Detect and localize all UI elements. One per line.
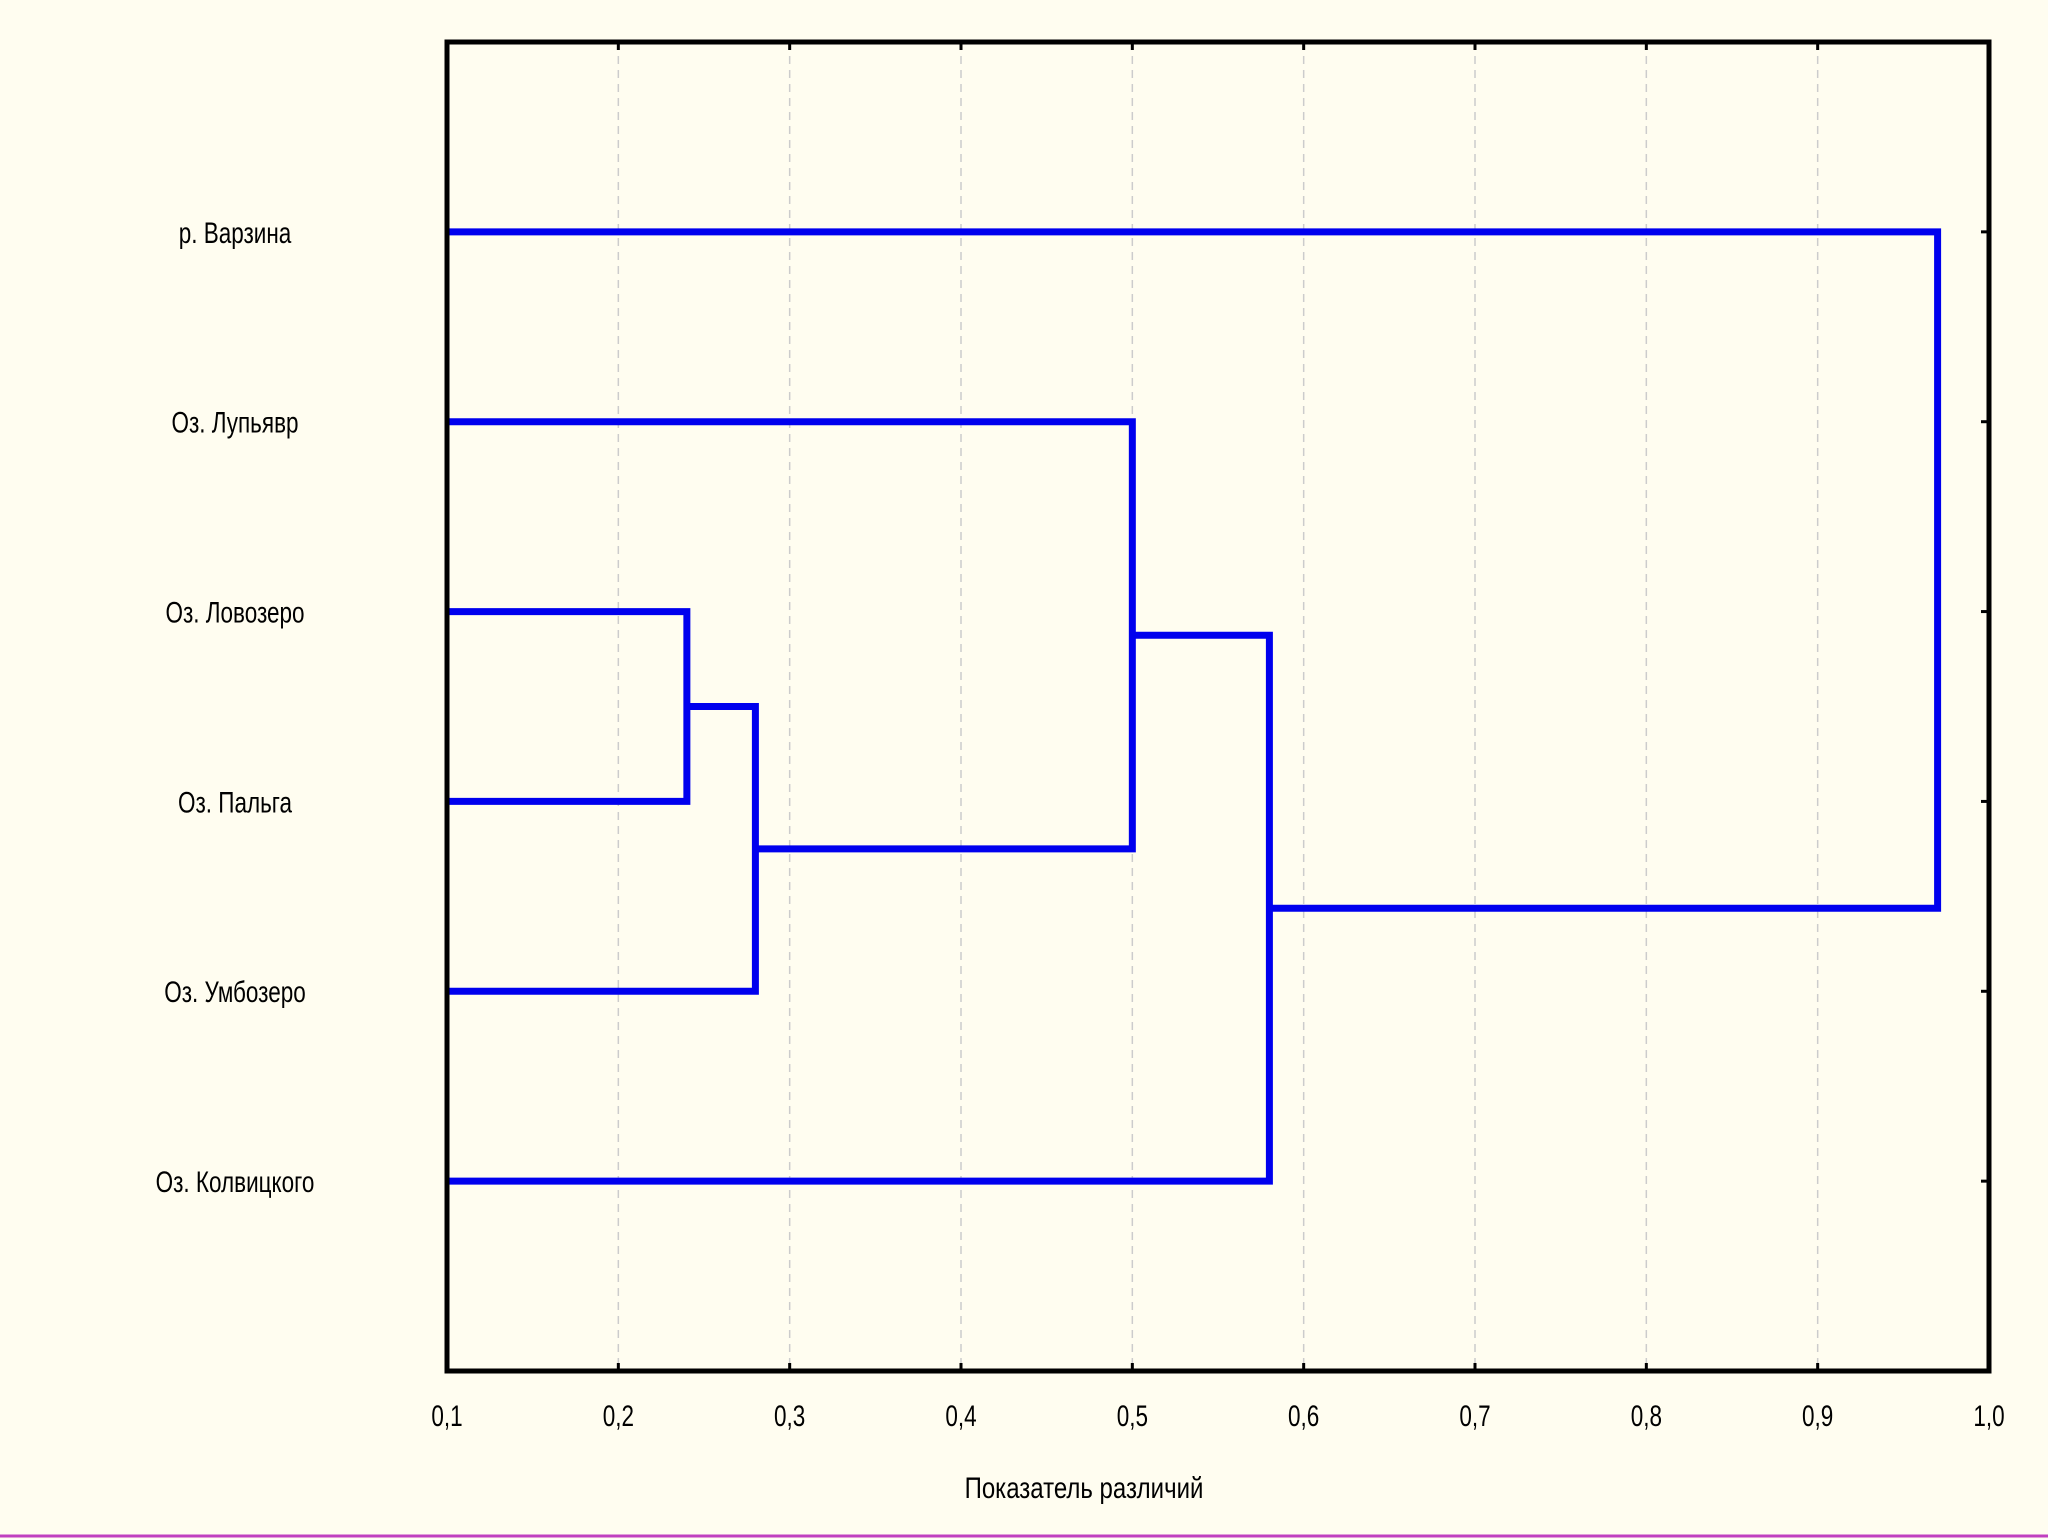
leaf-label: Оз. Лупьявр [171,405,298,439]
x-tick-label: 0,1 [431,1399,462,1433]
x-tick-label: 0,9 [1802,1399,1833,1433]
x-tick-label: 0,4 [945,1399,976,1433]
x-tick-label: 0,8 [1631,1399,1662,1433]
leaf-label: Оз. Ловозеро [165,595,304,629]
leaf-label: Оз. Пальга [178,785,292,819]
x-tick-label: 0,7 [1459,1399,1490,1433]
leaf-label: Оз. Умбозеро [164,975,305,1009]
x-tick-label: 0,5 [1117,1399,1148,1433]
plot-frame [444,39,1992,1374]
x-tick-label: 0,2 [603,1399,634,1433]
leaf-label: Оз. Колвицкого [156,1165,315,1199]
x-tick-label: 0,3 [774,1399,805,1433]
x-tick-label: 1,0 [1973,1399,2004,1433]
leaf-label: р. Варзина [179,216,292,250]
dendrogram-link [447,418,1136,853]
x-axis-label: Показатель различий [965,1470,1204,1504]
x-tick-label: 0,6 [1288,1399,1319,1433]
dendrogram-link [447,228,1942,912]
